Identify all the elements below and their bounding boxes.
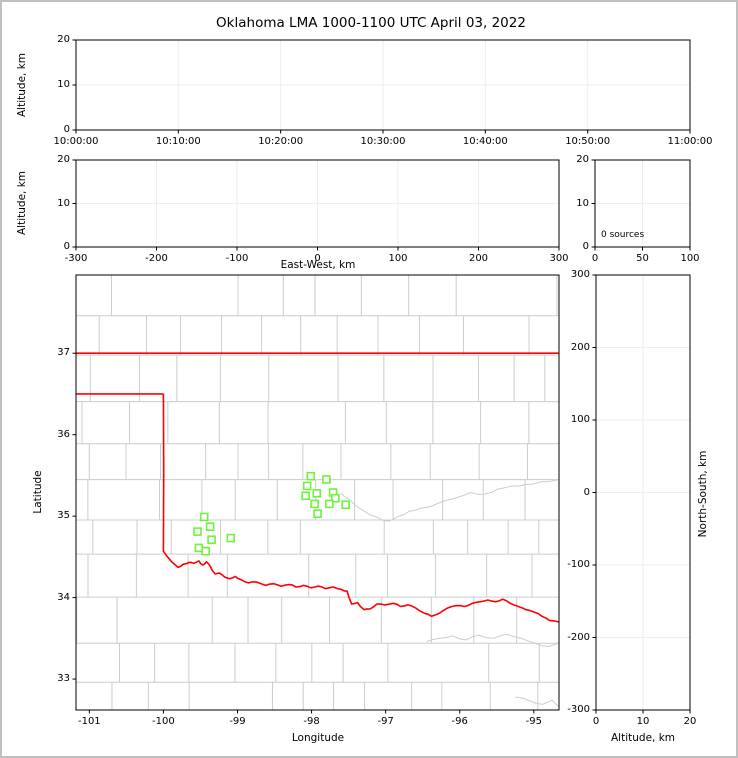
lma-station-marker (226, 533, 236, 543)
x-tick-label-ew_height: 100 (388, 253, 408, 264)
lma-station-marker (301, 491, 310, 501)
x-tick-label-ew_height: 200 (468, 253, 489, 264)
y-tick-label-time_height: 20 (57, 34, 70, 45)
lma-station-marker (310, 499, 319, 509)
x-tick-label-ns_height: 20 (683, 716, 697, 727)
chart-title: Oklahoma LMA 1000-1100 UTC April 03, 202… (216, 15, 526, 31)
y-tick-label-ns_height: 300 (570, 269, 590, 280)
x-tick-label-time_height: 10:30:00 (360, 136, 406, 147)
time-height-ylabel: Altitude, km (16, 52, 28, 118)
lma-station-marker (306, 471, 316, 481)
y-tick-label-ew_height: 0 (63, 241, 70, 252)
state-border-red-river (162, 393, 559, 623)
lma-station-marker (330, 493, 340, 503)
y-tick-label-time_height: 10 (57, 79, 70, 90)
river-line (340, 479, 559, 522)
y-tick-label-plan_view: 37 (57, 347, 70, 359)
x-tick-label-time_height: 10:50:00 (565, 136, 611, 147)
lma-station-marker (193, 527, 202, 536)
x-tick-label-ns_height: 0 (592, 716, 600, 727)
x-tick-label-plan_view: -98 (303, 716, 320, 727)
x-tick-label-plan_view: -95 (525, 716, 542, 727)
lma-station-marker (325, 499, 334, 509)
x-tick-label-time_height: 10:40:00 (462, 136, 508, 147)
ew-height-xlabel: East-West, km (280, 259, 356, 271)
x-tick-label-ns_height: 10 (636, 716, 650, 727)
ew-height-ylabel: Altitude, km (16, 170, 28, 236)
x-tick-label-altitude_histogram: 0 (591, 253, 599, 264)
lma-station-marker (201, 546, 210, 556)
y-tick-label-ns_height: 100 (570, 414, 590, 425)
lma-station-marker (302, 481, 312, 491)
x-tick-label-time_height: 10:20:00 (258, 136, 304, 147)
y-tick-label-plan_view: 35 (57, 510, 70, 522)
y-tick-label-ns_height: 0 (583, 486, 590, 498)
river-line (426, 633, 559, 647)
x-tick-label-time_height: 11:00:00 (667, 136, 713, 147)
x-tick-label-plan_view: -100 (152, 716, 175, 727)
y-tick-label-altitude_histogram: 0 (582, 241, 589, 252)
y-tick-label-ns_height: -200 (567, 631, 590, 643)
source-count-annotation: 0 sources (601, 230, 645, 240)
x-tick-label-time_height: 10:10:00 (155, 136, 201, 147)
x-tick-label-ew_height: 0 (314, 253, 321, 264)
ns-height-ylabel: North-South, km (697, 450, 709, 538)
x-tick-label-ew_height: -100 (225, 253, 249, 264)
plan-view-ylabel: Latitude (32, 470, 44, 514)
y-tick-label-plan_view: 33 (57, 673, 70, 685)
y-tick-label-altitude_histogram: 10 (576, 197, 589, 209)
y-tick-label-plan_view: 34 (57, 591, 70, 603)
lma-station-marker (205, 522, 215, 532)
lma-station-marker (341, 500, 350, 510)
x-tick-label-altitude_histogram: 50 (636, 253, 649, 264)
panel-border-plan_view (75, 274, 560, 711)
river-line (515, 696, 559, 708)
x-tick-label-plan_view: -99 (229, 716, 246, 727)
x-tick-label-ew_height: -200 (145, 253, 168, 264)
x-tick-label-time_height: 10:00:00 (53, 136, 99, 147)
x-tick-label-altitude_histogram: 100 (680, 253, 700, 264)
x-tick-label-ew_height: 300 (549, 253, 569, 264)
lma-station-marker (313, 509, 322, 518)
x-tick-label-plan_view: -97 (377, 716, 394, 727)
lma-station-marker (207, 535, 216, 545)
ns-height-xlabel: Altitude, km (610, 732, 676, 744)
x-tick-label-plan_view: -101 (77, 716, 101, 727)
y-tick-label-ns_height: 200 (570, 341, 590, 353)
y-tick-label-ew_height: 10 (57, 197, 70, 209)
y-tick-label-altitude_histogram: 20 (576, 154, 589, 165)
x-tick-label-ew_height: -300 (64, 253, 88, 264)
x-tick-label-plan_view: -96 (451, 716, 468, 727)
y-tick-label-time_height: 0 (63, 124, 70, 135)
y-tick-label-ew_height: 20 (57, 154, 70, 165)
y-tick-label-ns_height: -100 (567, 559, 590, 570)
y-tick-label-ns_height: -300 (567, 704, 590, 715)
lma-station-marker (322, 475, 331, 484)
y-tick-label-plan_view: 36 (57, 428, 70, 440)
lma-station-marker (199, 512, 209, 522)
lma-station-marker (312, 489, 322, 498)
plan-view-map-layer (76, 275, 559, 710)
plan-view-xlabel: Longitude (291, 732, 345, 744)
